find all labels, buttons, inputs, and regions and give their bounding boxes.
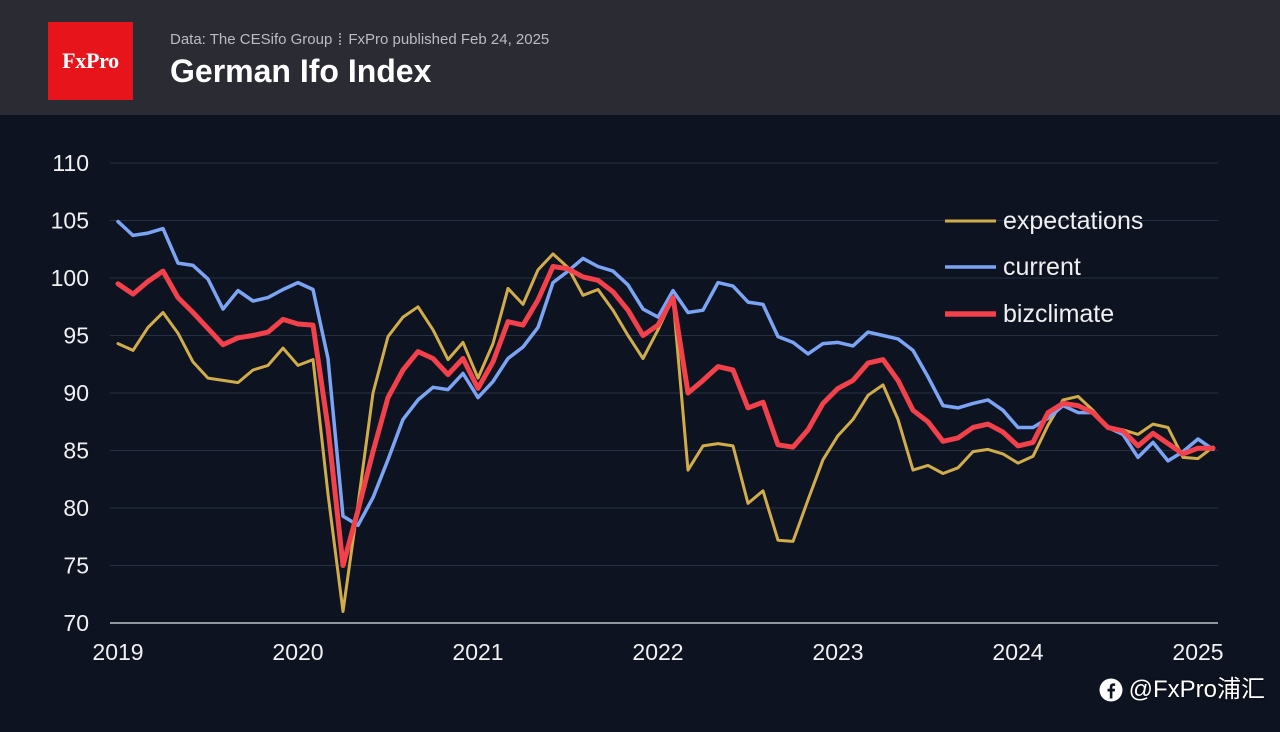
y-tick-label-95: 95: [63, 323, 89, 349]
legend-entry-bizclimate: bizclimate: [945, 300, 1114, 328]
x-tick-label-2022: 2022: [632, 639, 683, 665]
x-tick-label-2023: 2023: [812, 639, 863, 665]
legend-label-bizclimate: bizclimate: [1003, 300, 1114, 328]
legend-entry-expectations: expectations: [945, 207, 1143, 235]
series-line-current: [116, 219, 1215, 528]
published-date: FxPro published Feb 24, 2025: [348, 31, 550, 48]
series-lines: [115, 219, 1216, 613]
legend-entry-current: current: [945, 253, 1081, 281]
y-tick-label-85: 85: [63, 438, 89, 464]
watermark-text: @FxPro浦汇: [1128, 676, 1265, 703]
fxpro-logo: FxPro: [48, 22, 133, 100]
header-bar: FxPro Data: The CESifo Group FxPro publis…: [0, 0, 1280, 115]
watermark: @FxPro浦汇: [1099, 675, 1265, 705]
x-tick-label-2024: 2024: [992, 639, 1043, 665]
y-axis-labels: 70 75 80 85 90 95 100 105 110: [51, 150, 89, 636]
x-tick-label-2019: 2019: [92, 639, 143, 665]
y-tick-label-70: 70: [63, 610, 89, 636]
chart-title: German Ifo Index: [170, 53, 432, 89]
gridlines: [110, 162, 1218, 624]
y-tick-label-90: 90: [63, 380, 89, 406]
x-tick-label-2025: 2025: [1172, 639, 1223, 665]
chart-subtitle: Data: The CESifo Group FxPro published Fe…: [170, 32, 549, 47]
x-tick-label-2021: 2021: [452, 639, 503, 665]
y-tick-label-110: 110: [52, 150, 89, 176]
y-tick-label-105: 105: [51, 208, 89, 234]
data-source: Data: The CESifo Group: [170, 31, 333, 48]
y-tick-label-80: 80: [63, 495, 89, 521]
y-tick-label-100: 100: [51, 265, 89, 291]
legend-label-current: current: [1003, 253, 1081, 281]
facebook-icon: [1099, 678, 1123, 702]
legend-label-expectations: expectations: [1003, 207, 1143, 235]
series-line-bizclimate: [115, 264, 1216, 568]
x-axis-labels: 2019 2020 2021 2022 2023 2024 2025: [92, 639, 1223, 665]
legend: expectations current bizclimate: [945, 207, 1143, 328]
subtitle-divider: [339, 33, 342, 45]
x-tick-label-2020: 2020: [272, 639, 323, 665]
y-tick-label-75: 75: [63, 553, 89, 579]
logo-text: FxPro: [62, 48, 119, 73]
